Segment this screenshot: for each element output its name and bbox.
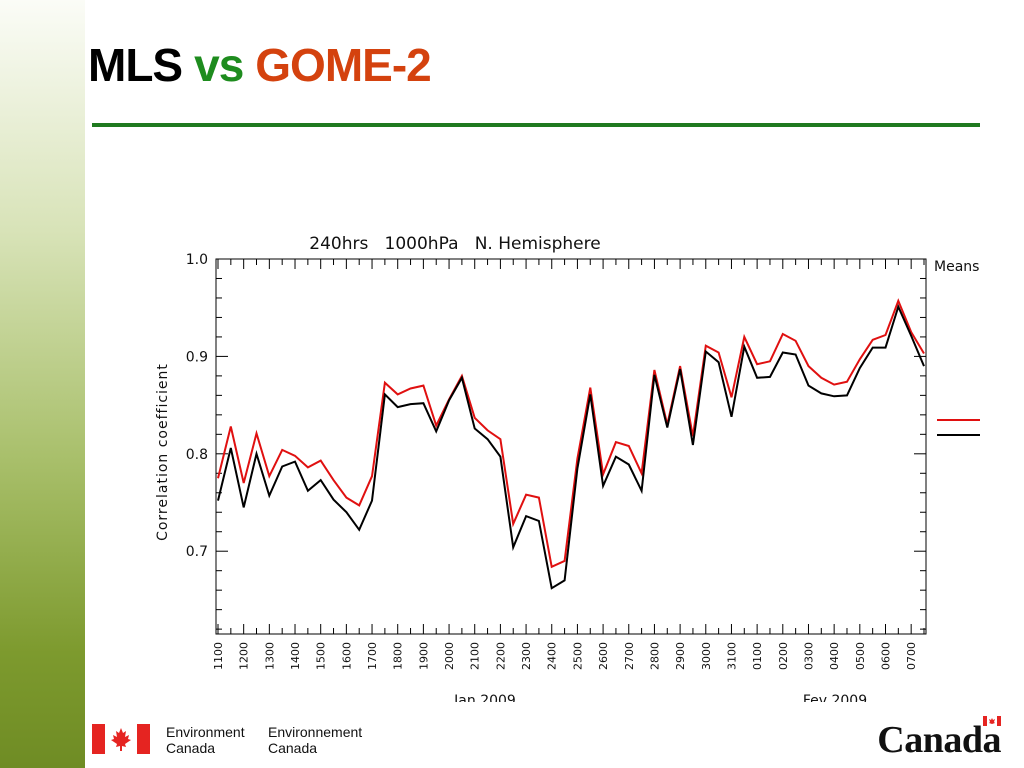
x-tick-label: 0500	[854, 642, 867, 670]
correlation-chart: 240hrs 1000hPa N. Hemisphere Correlation…	[155, 234, 980, 702]
canada-wordmark: Canada	[877, 719, 1001, 761]
month-label-jan: Jan 2009	[453, 693, 516, 702]
title-part-mls: MLS	[88, 39, 183, 91]
x-tick-label: 0700	[905, 642, 918, 670]
x-tick-label: 2100	[469, 642, 482, 670]
x-tick-label: 2400	[546, 642, 559, 670]
x-tick-label: 2500	[571, 642, 584, 670]
y-axis-label: Correlation coefficient	[155, 363, 171, 541]
dept-en-line-2: Canada	[166, 740, 216, 756]
dept-fr-line-1: Environnement	[268, 724, 363, 740]
title-part-gome: GOME-2	[255, 39, 431, 91]
slide-sidebar-gradient	[0, 0, 85, 768]
x-tick-label: 2600	[597, 642, 610, 670]
x-tick-label: 1800	[392, 642, 405, 670]
department-name-french: Environnement Canada	[268, 724, 362, 756]
x-tick-label: 1100	[212, 642, 225, 670]
x-tick-label: 0200	[777, 642, 790, 670]
dept-fr-line-2: Canada	[268, 740, 318, 756]
y-tick-label: 0.9	[186, 349, 208, 365]
x-tick-label: 1900	[417, 642, 430, 670]
series-line-black	[217, 303, 925, 590]
title-part-vs: vs	[194, 39, 244, 91]
x-tick-label: 3000	[700, 642, 713, 670]
x-tick-label: 1400	[289, 642, 302, 670]
x-tick-label: 0400	[828, 642, 841, 670]
series-line-red	[217, 298, 925, 569]
x-tick-label: 0100	[751, 642, 764, 670]
y-tick-label: 1.0	[186, 252, 208, 268]
x-tick-label: 2200	[494, 642, 507, 670]
plot-area	[215, 258, 927, 635]
wordmark-flag-icon	[983, 716, 1001, 726]
dept-en-line-1: Environment	[166, 724, 245, 740]
x-tick-label: 2700	[623, 642, 636, 670]
month-label-feb: Fev 2009	[803, 693, 867, 702]
slide-title: MLS vs GOME-2	[88, 38, 443, 92]
department-name-english: Environment Canada	[166, 724, 245, 756]
x-tick-label: 3100	[725, 642, 738, 670]
chart-title: 240hrs 1000hPa N. Hemisphere	[309, 234, 600, 254]
x-tick-label: 2300	[520, 642, 533, 670]
x-tick-label: 1200	[238, 642, 251, 670]
x-tick-label: 2800	[648, 642, 661, 670]
x-tick-label: 2000	[443, 642, 456, 670]
y-tick-label: 0.8	[186, 447, 208, 463]
canada-flag-icon	[92, 724, 150, 754]
footer-branding: Environment Canada Environnement Canada …	[92, 716, 1007, 762]
title-underline	[92, 123, 980, 127]
x-tick-label: 1300	[263, 642, 276, 670]
legend-title: Means	[934, 259, 979, 275]
y-tick-label: 0.7	[186, 544, 208, 560]
x-tick-label: 1700	[366, 642, 379, 670]
x-tick-label: 1500	[315, 642, 328, 670]
x-tick-label: 0600	[879, 642, 892, 670]
x-tick-label: 1600	[340, 642, 353, 670]
x-tick-label: 0300	[802, 642, 815, 670]
x-tick-label: 2900	[674, 642, 687, 670]
